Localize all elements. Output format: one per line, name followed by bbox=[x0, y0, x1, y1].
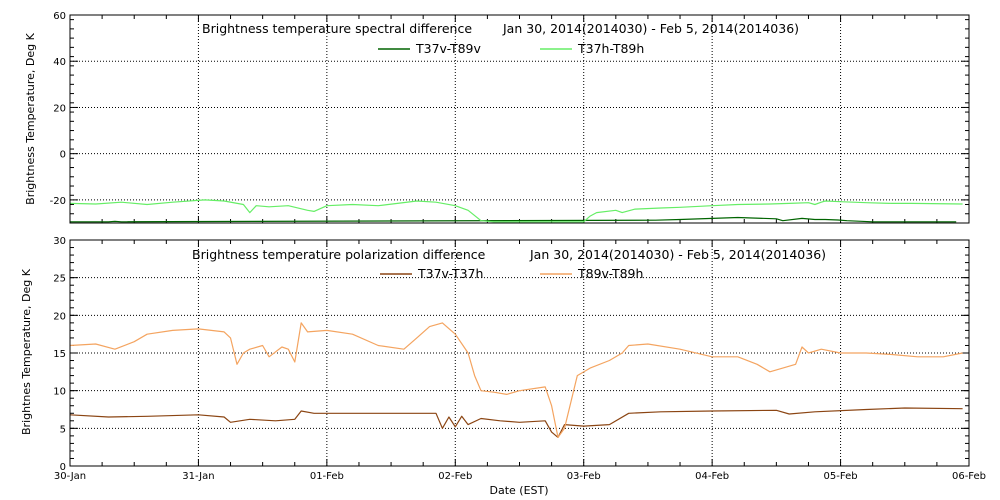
top-y-axis-label: Brightness Temperature, Deg K bbox=[24, 32, 37, 204]
bot-y-tick-label: 0 bbox=[60, 462, 66, 473]
bot-x-tick-label: 03-Feb bbox=[567, 471, 601, 482]
bot-x-tick-label: 02-Feb bbox=[438, 471, 472, 482]
bot-x-tick-label: 05-Feb bbox=[824, 471, 858, 482]
bot-y-tick-label: 5 bbox=[60, 424, 66, 435]
bottom-series bbox=[69, 322, 963, 438]
bottom-legend: T37v-T37h T89v-T89h bbox=[380, 266, 643, 281]
bot-x-tick-label: 30-Jan bbox=[54, 471, 86, 482]
bot-x-tick-label: 31-Jan bbox=[182, 471, 214, 482]
bottom-legend-label-t89v-t89h: T89v-T89h bbox=[577, 266, 643, 281]
bottom-y-axis-label: Brightnes Temperature, Deg K bbox=[20, 268, 33, 435]
bot-y-tick-label: 25 bbox=[53, 274, 66, 285]
bottom-legend-label-t37v-t37h: T37v-T37h bbox=[417, 266, 483, 281]
polarization-difference-panel: 0 5 10 15 20 25 30 30-Jan 31-Jan 01-Feb 02-Feb 03-F… bbox=[20, 236, 986, 497]
top-y-tick-label: 40 bbox=[53, 57, 66, 68]
bottom-x-axis-label: Date (EST) bbox=[489, 484, 548, 497]
bottom-title-right: Jan 30, 2014(2014030) - Feb 5, 2014(2014… bbox=[529, 247, 826, 262]
bot-x-tick-label: 04-Feb bbox=[695, 471, 729, 482]
bot-y-tick-label: 15 bbox=[53, 349, 66, 360]
top-y-tick-label: 0 bbox=[60, 150, 66, 161]
bot-y-tick-label: 20 bbox=[53, 311, 66, 322]
spectral-difference-panel: -20 0 20 40 60 Brightness temperature spectr… bbox=[24, 11, 970, 224]
bot-x-tick-label: 01-Feb bbox=[310, 471, 344, 482]
bottom-plot-frame bbox=[69, 239, 970, 467]
bot-y-tick-label: 30 bbox=[53, 236, 66, 247]
top-series-line-t37h-t89h bbox=[69, 199, 963, 223]
bot-series-line-t37v-t37h bbox=[69, 407, 963, 438]
top-series bbox=[69, 199, 963, 223]
top-ticks: -20 0 20 40 60 bbox=[50, 11, 970, 224]
top-title-left: Brightness temperature spectral differen… bbox=[202, 21, 472, 36]
top-y-tick-label: 20 bbox=[53, 103, 66, 114]
top-grid bbox=[70, 15, 969, 223]
bot-y-tick-label: 10 bbox=[53, 387, 66, 398]
top-legend: T37v-T89v T37h-T89h bbox=[378, 41, 644, 56]
top-y-tick-label: 60 bbox=[53, 11, 66, 22]
top-y-tick-label: -20 bbox=[50, 196, 66, 207]
bottom-grid bbox=[70, 240, 969, 466]
bottom-ticks: 0 5 10 15 20 25 30 30-Jan 31-Jan 01-Feb 02-Feb 03-F… bbox=[53, 236, 986, 482]
bot-series-line-t89v-t89h bbox=[69, 322, 963, 438]
top-legend-label-t37h-t89h: T37h-T89h bbox=[577, 41, 644, 56]
bottom-title-left: Brightness temperature polarization diff… bbox=[192, 247, 486, 262]
bot-x-tick-label: 06-Feb bbox=[952, 471, 986, 482]
top-title-right: Jan 30, 2014(2014030) - Feb 5, 2014(2014… bbox=[502, 21, 799, 36]
top-plot-frame bbox=[69, 14, 970, 224]
top-legend-label-t37v-t89v: T37v-T89v bbox=[415, 41, 482, 56]
top-series-line-t37v-t89v bbox=[70, 216, 957, 223]
